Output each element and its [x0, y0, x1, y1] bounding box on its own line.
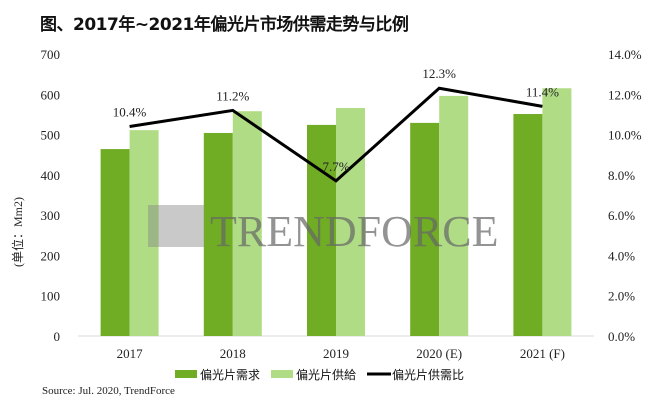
- data-label-ratio: 7.7%: [322, 159, 349, 174]
- y-tick-label: 600: [41, 87, 61, 102]
- source-note: Source: Jul. 2020, TrendForce: [42, 385, 175, 397]
- legend-label: 偏光片需求: [200, 367, 260, 382]
- y2-tick-label: 8.0%: [608, 168, 635, 183]
- x-tick-label: 2020 (E): [416, 346, 462, 361]
- bar-demand: [410, 122, 440, 336]
- data-label-ratio: 11.4%: [526, 84, 559, 99]
- bar-supply: [542, 88, 572, 336]
- y-tick-label: 100: [41, 289, 61, 304]
- bar-supply: [439, 95, 469, 336]
- y2-tick-label: 10.0%: [608, 128, 642, 143]
- chart-title: 图、2017年~2021年偏光片市场供需走势与比例: [40, 15, 409, 35]
- line-ratio: [129, 86, 543, 183]
- x-tick-label: 2018: [220, 346, 246, 361]
- legend-label: 偏光片供給: [296, 367, 356, 382]
- bar-demand: [100, 149, 130, 336]
- legend-label: 偏光片供需比: [392, 367, 464, 382]
- watermark-text: TRENDFORCE: [210, 207, 498, 256]
- bar-demand: [203, 132, 233, 336]
- bar-supply: [336, 107, 365, 337]
- x-tick-label: 2017: [117, 346, 144, 361]
- data-label-ratio: 12.3%: [422, 66, 456, 81]
- watermark-logo: [148, 205, 204, 247]
- bar-demand: [513, 114, 543, 336]
- bar-supply: [129, 130, 159, 336]
- y-tick-label: 500: [41, 128, 61, 143]
- bar-supply: [232, 111, 262, 336]
- watermark: TRENDFORCE: [148, 205, 498, 256]
- y-tick-label: 400: [41, 168, 61, 183]
- legend-swatch: [175, 370, 197, 378]
- y-axis-label: (单位：Mm2): [10, 197, 25, 267]
- y2-tick-label: 12.0%: [608, 87, 642, 102]
- y2-tick-label: 2.0%: [608, 289, 635, 304]
- y2-tick-label: 0.0%: [608, 329, 635, 344]
- y-tick-label: 300: [41, 208, 61, 223]
- data-label-ratio: 10.4%: [113, 105, 147, 120]
- bar-demand: [307, 124, 336, 336]
- x-tick-label: 2021 (F): [520, 346, 565, 361]
- y-tick-label: 200: [41, 248, 61, 263]
- y2-tick-label: 6.0%: [608, 208, 635, 223]
- legend-swatch: [271, 370, 293, 378]
- x-tick-label: 2019: [323, 346, 349, 361]
- y-tick-label: 700: [41, 47, 61, 62]
- data-label-ratio: 11.2%: [216, 88, 249, 103]
- y2-tick-label: 14.0%: [608, 47, 642, 62]
- y2-tick-label: 4.0%: [608, 248, 635, 263]
- y-tick-label: 0: [54, 329, 61, 344]
